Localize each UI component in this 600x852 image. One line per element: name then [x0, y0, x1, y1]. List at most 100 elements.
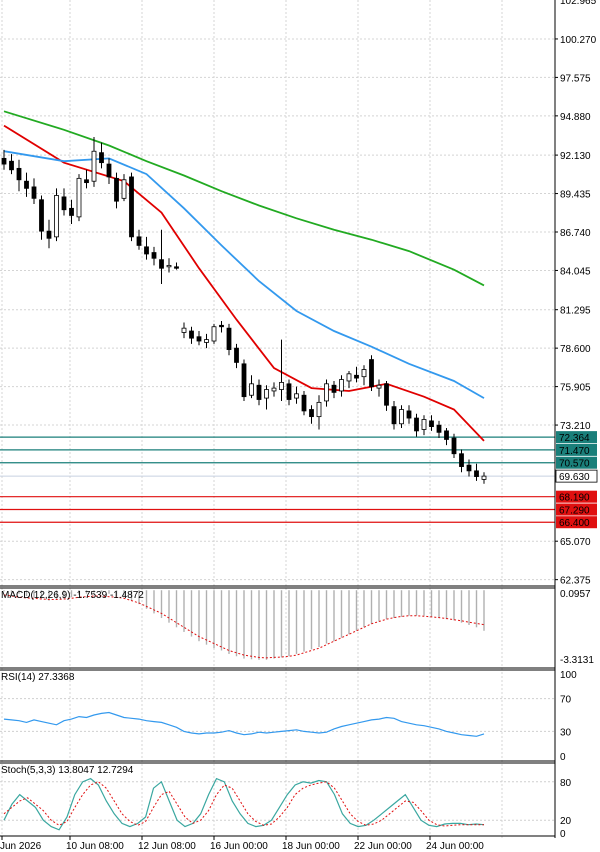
stoch-panel[interactable]: Stoch(5,3,3) 13.8047 12.7294 [0, 765, 555, 831]
candle-body [46, 230, 52, 239]
candle-body [84, 179, 89, 184]
price-tick-label: 62.375 [560, 576, 591, 587]
candle [9, 154, 14, 175]
macd-tick-top: 0.0957 [560, 589, 591, 600]
candle-body [189, 330, 194, 339]
x-tick-label: 16 Jun 00:00 [210, 841, 268, 852]
candle [114, 172, 119, 209]
candle-body [324, 383, 329, 402]
level-tag: 68.190 [556, 490, 597, 504]
candle [324, 379, 329, 407]
candle [354, 366, 359, 383]
candle [61, 188, 67, 216]
level-tag-box [556, 503, 597, 516]
stoch-d-line [3, 781, 484, 827]
price-tick-label: 89.435 [560, 190, 591, 201]
candle [159, 229, 164, 284]
candle [361, 365, 367, 386]
moving-average-line [3, 110, 485, 287]
price-tick-label: 86.740 [560, 228, 591, 239]
candle [1, 149, 7, 170]
candle [121, 174, 127, 202]
candle-body [481, 475, 487, 480]
candle-body [211, 326, 217, 342]
rsi-tick-label: 0 [560, 752, 566, 763]
candle [444, 428, 449, 446]
candle-body [429, 420, 434, 428]
candle-body [151, 252, 157, 259]
candle-body [249, 383, 254, 396]
level-tag: 72.364 [556, 431, 597, 444]
price-tick-label: 97.575 [560, 73, 591, 84]
candle-body [474, 470, 479, 477]
candle [286, 379, 292, 406]
price-tick-label: 100.270 [560, 35, 597, 46]
candle-body [204, 339, 209, 343]
candle [136, 229, 142, 250]
candle [189, 326, 194, 344]
candle-body [339, 379, 344, 392]
candle [166, 258, 172, 273]
candle [204, 333, 209, 349]
rsi-tick-label: 70 [560, 695, 572, 706]
candle [174, 262, 179, 270]
level-tag: 66.400 [556, 516, 597, 529]
x-tick-label: 22 Jun 00:00 [354, 841, 412, 852]
price-tick-label: 78.600 [560, 344, 591, 355]
candle-body [24, 180, 29, 189]
current-price-tag: 69.630 [559, 472, 590, 483]
candle-body [331, 384, 337, 393]
candle-body [256, 384, 262, 400]
candle [384, 380, 389, 411]
candle [24, 172, 29, 197]
candle-body [264, 389, 269, 399]
candle [219, 321, 224, 333]
candle [249, 375, 254, 399]
candle [316, 395, 322, 430]
candle [144, 236, 149, 260]
candle [414, 413, 419, 437]
candle [421, 415, 427, 436]
candle [376, 379, 382, 397]
candle-body [369, 359, 374, 388]
candle-body [391, 406, 397, 425]
level-tag-box [556, 516, 597, 529]
level-tag-box [556, 443, 597, 456]
candle-body [316, 401, 322, 418]
level-tag: 70.570 [556, 456, 597, 470]
candle [196, 331, 202, 346]
candle-body [31, 186, 37, 199]
stoch-k-line [3, 777, 485, 831]
candle-body [91, 150, 97, 182]
candle-body [114, 177, 119, 202]
x-tick-label: 24 Jun 00:00 [426, 841, 484, 852]
candle-body [69, 207, 74, 216]
candle-body [1, 157, 7, 165]
candle-body [399, 409, 404, 425]
candle [279, 339, 284, 401]
rsi-line [3, 711, 485, 737]
candle [151, 246, 157, 266]
candle [429, 415, 434, 431]
rsi-panel[interactable]: RSI(14) 27.3368 [0, 672, 555, 737]
candle-body [99, 152, 104, 164]
candle-body [414, 417, 419, 432]
price-tick-label: 75.905 [560, 383, 591, 394]
candle-body [234, 347, 239, 363]
candle [54, 188, 59, 242]
level-tag: 67.290 [556, 503, 597, 517]
candle [39, 195, 44, 240]
rsi-label: RSI(14) 27.3368 [1, 672, 75, 683]
candle [211, 323, 217, 344]
candle-body [376, 384, 382, 389]
macd-panel[interactable]: MACD(12,26,9) -1.7539 -1.4872 [1, 590, 485, 660]
price-tick-label: 92.130 [560, 151, 591, 162]
candle-body [271, 387, 277, 392]
candle-body [129, 176, 134, 238]
candle-body [406, 410, 412, 419]
level-tag-label: 70.570 [559, 459, 590, 470]
x-tick-label: 12 Jun 08:00 [138, 841, 196, 852]
